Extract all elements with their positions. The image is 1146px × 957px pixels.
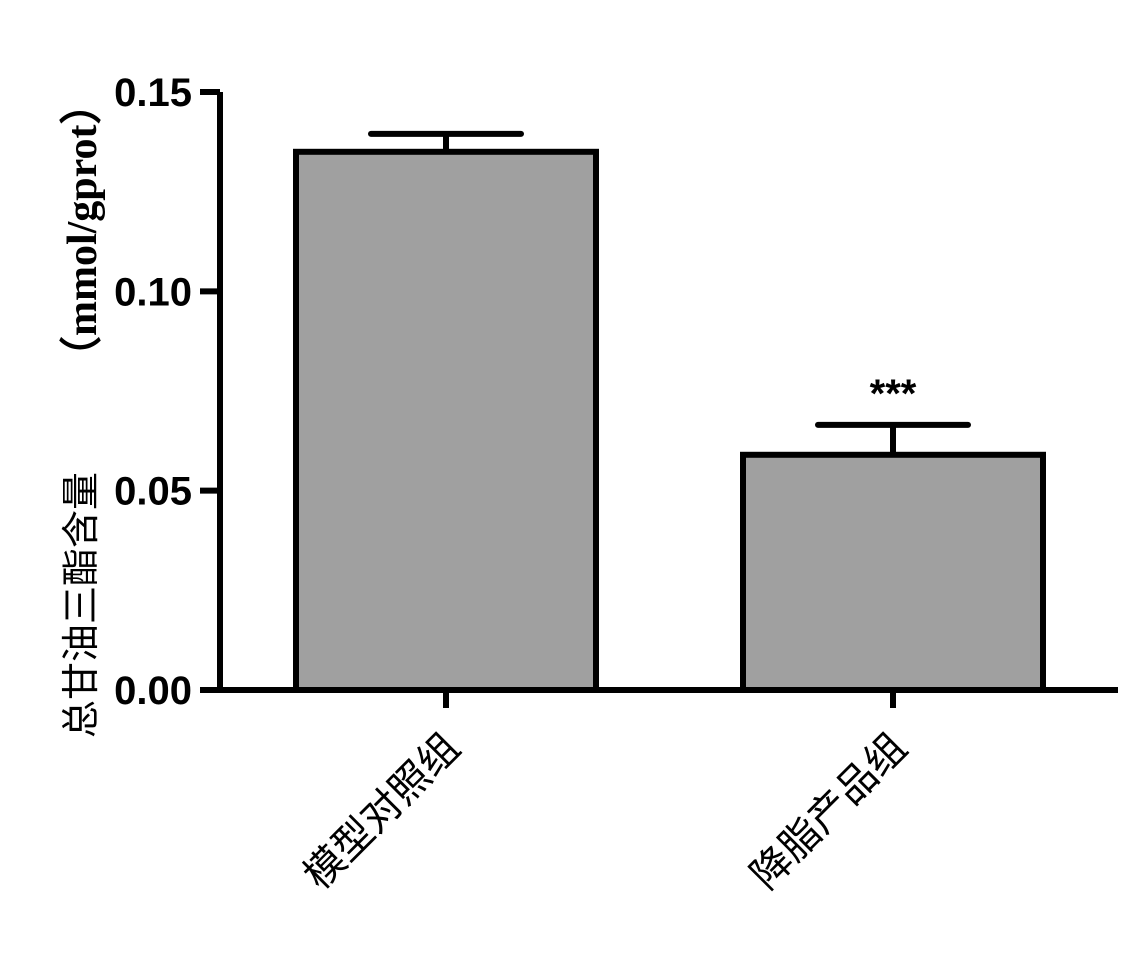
y-axis: 0.00 0.05 0.10 0.15 [114,71,223,713]
y-axis-title-text: 总甘油三酯含量 [59,472,103,738]
y-tick-label: 0.00 [114,669,192,713]
bar-rect [740,451,1046,693]
x-category-label: 模型对照组 [295,725,469,899]
significance-label: *** [870,372,917,416]
y-tick-label: 0.15 [114,71,192,115]
bar-1 [293,130,599,694]
y-axis-title-unit: （mmol/gprot） [59,82,106,378]
bars: *** [293,130,1046,694]
x-category-label: 降脂产品组 [742,725,916,899]
y-tick-label: 0.10 [114,270,192,314]
bar-2: *** [740,372,1046,693]
bar-rect [293,148,599,694]
y-tick-label: 0.05 [114,470,192,514]
y-axis-title: 总甘油三酯含量 （mmol/gprot） [59,82,106,738]
x-axis: 模型对照组 降脂产品组 [217,687,1118,899]
